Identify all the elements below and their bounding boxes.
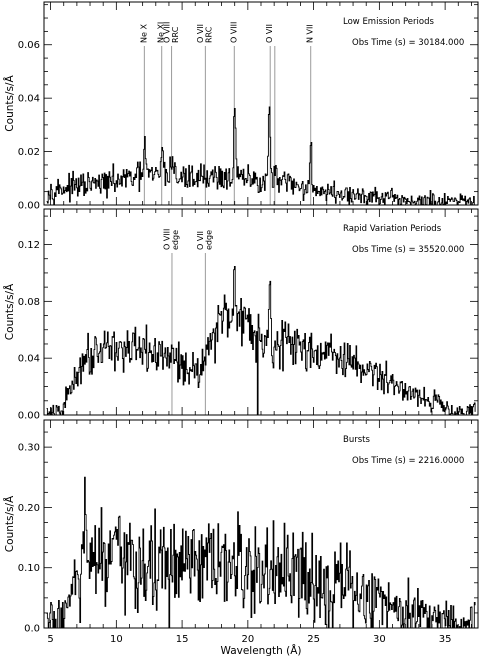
obs-time-top: Obs Time (s) = 30184.000 <box>352 38 464 48</box>
panel-title-middle: Rapid Variation Periods <box>343 224 442 234</box>
y-tick-label-middle-3: 0.12 <box>18 240 40 251</box>
line-label-top-1-0: Ne XI <box>157 22 166 43</box>
line-label-middle-1-0: O VII <box>196 231 205 250</box>
y-tick-label-bottom-3: 0.30 <box>18 443 40 454</box>
line-label-top-7-0: N VII <box>306 24 315 43</box>
y-tick-label-top-3: 0.06 <box>18 40 40 51</box>
line-label-middle-0-1: edge <box>171 230 180 250</box>
line-label-top-3-1: RRC <box>205 26 214 43</box>
y-tick-label-middle-1: 0.04 <box>18 354 40 365</box>
y-axis-label-top: Counts/s/Å <box>3 74 16 131</box>
x-axis-label: Wavelength (Å) <box>220 644 301 657</box>
x-tick-label-6: 35 <box>439 634 452 645</box>
line-label-top-2-0: O VIII <box>162 22 171 43</box>
y-tick-label-bottom-1: 0.10 <box>18 563 40 574</box>
line-label-top-4-0: O VIII <box>229 22 238 43</box>
panel-top: Ne X Ne XIO VIII RRC O VII RRC O VIII O VII N V… <box>3 1 479 212</box>
y-axis-label-middle: Counts/s/Å <box>3 283 16 340</box>
line-label-top-5-0: O VII <box>265 24 274 43</box>
line-label-middle-1-1: edge <box>205 230 214 250</box>
panel-middle: O VIII edge O VII edge0.000.040.080.12Count… <box>3 208 479 422</box>
x-tick-label-5: 30 <box>373 634 386 645</box>
x-tick-label-2: 15 <box>176 634 189 645</box>
y-tick-label-bottom-0: 0.0 <box>24 624 40 635</box>
panel-bottom: 0.0 0.10 0.20 0.30 Counts/s/Å Bursts Obs Time … <box>3 419 479 635</box>
spectrum-bottom <box>46 476 476 629</box>
y-tick-label-top-1: 0.02 <box>18 147 40 158</box>
panel-title-bottom: Bursts <box>343 435 370 445</box>
y-axis-label-bottom: Counts/s/Å <box>3 495 16 552</box>
y-tick-label-top-2: 0.04 <box>18 94 40 105</box>
y-tick-label-middle-2: 0.08 <box>18 297 40 308</box>
y-tick-label-top-0: 0.00 <box>18 201 40 212</box>
obs-time-bottom: Obs Time (s) = 2216.0000 <box>352 456 464 466</box>
plot-frame-middle <box>43 208 479 416</box>
x-tick-label-1: 10 <box>110 634 123 645</box>
line-label-middle-0-0: O VIII <box>163 229 172 250</box>
y-tick-label-middle-0: 0.00 <box>18 411 40 422</box>
panel-title-top: Low Emission Periods <box>343 17 434 27</box>
x-tick-label-4: 25 <box>307 634 320 645</box>
y-tick-label-bottom-2: 0.20 <box>18 503 40 514</box>
spectrum-top <box>46 106 476 206</box>
line-label-top-0-0: Ne X <box>139 24 148 43</box>
line-label-top-2-1: RRC <box>171 26 180 43</box>
x-tick-label-0: 5 <box>47 634 53 645</box>
spectrum-middle <box>46 266 476 416</box>
x-tick-label-3: 20 <box>241 634 254 645</box>
obs-time-middle: Obs Time (s) = 35520.000 <box>352 245 464 255</box>
line-label-top-3-0: O VII <box>196 24 205 43</box>
